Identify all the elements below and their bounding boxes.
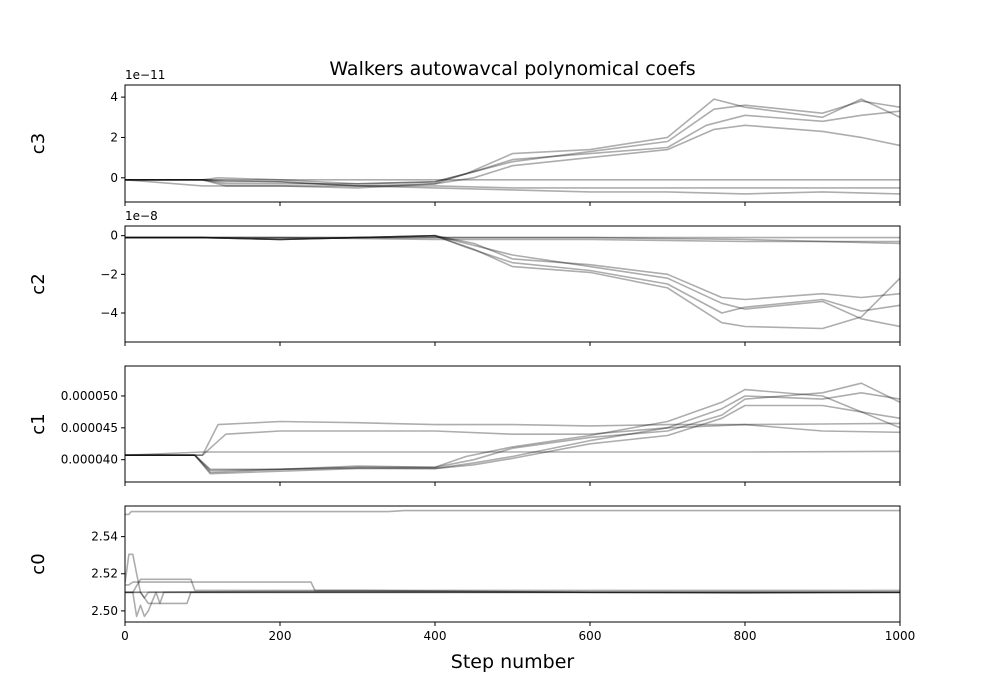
walker-lines-c0 bbox=[125, 509, 900, 618]
y-offset-text-c2: 1e−8 bbox=[125, 209, 158, 223]
walker-c0-7 bbox=[125, 590, 900, 595]
walker-c0-5 bbox=[125, 591, 900, 618]
y-tick-label-c2: −2 bbox=[100, 267, 118, 281]
y-tick-label-c1: 0.000050 bbox=[61, 389, 118, 403]
y-axis-label-c3: c3 bbox=[28, 133, 49, 154]
walker-c1-3 bbox=[125, 391, 900, 472]
walker-lines-c1 bbox=[125, 382, 900, 475]
walker-c2-7 bbox=[125, 236, 900, 245]
walker-c3-1 bbox=[125, 100, 900, 185]
axes-frame-c1 bbox=[124, 365, 901, 483]
x-tick-label: 200 bbox=[269, 629, 292, 643]
y-tick-label-c1: 0.000045 bbox=[61, 421, 118, 435]
walker-c1-4 bbox=[125, 404, 900, 475]
y-tick-label-c0: 2.50 bbox=[91, 604, 118, 618]
walker-c2-1 bbox=[125, 234, 900, 328]
walker-c2-2 bbox=[125, 234, 900, 314]
x-axis-label: Step number bbox=[451, 651, 575, 673]
y-axis-label-c1: c1 bbox=[28, 413, 49, 434]
x-tick-label: 800 bbox=[734, 629, 757, 643]
y-tick-label-c0: 2.54 bbox=[91, 530, 118, 544]
y-tick-label-c0: 2.52 bbox=[91, 567, 118, 581]
walker-c0-1 bbox=[125, 509, 900, 516]
walker-c1-6 bbox=[125, 423, 900, 457]
walker-lines-c3 bbox=[125, 98, 900, 195]
y-tick-label-c1: 0.000040 bbox=[61, 453, 118, 467]
walker-c1-2 bbox=[125, 382, 900, 474]
walker-c2-3 bbox=[125, 234, 900, 301]
x-tick-label: 0 bbox=[121, 629, 129, 643]
panel-c3: 0 2 4 1e−11 c3 bbox=[28, 68, 901, 206]
axes-frame-c0 bbox=[124, 505, 901, 623]
x-tick-label: 400 bbox=[424, 629, 447, 643]
walker-c3-4 bbox=[125, 124, 900, 189]
panels: 0241e−11c3−4−201e−8c20.0000400.0000450.0… bbox=[28, 68, 915, 643]
walker-c0-3 bbox=[125, 578, 900, 594]
axes-frame-c3 bbox=[124, 84, 901, 203]
y-axis-label-c0: c0 bbox=[28, 553, 49, 574]
panel-c1: 0.000040 0.000045 0.000050 c1 bbox=[28, 365, 901, 486]
walker-c1-5 bbox=[125, 420, 900, 457]
y-offset-text-c3: 1e−11 bbox=[125, 68, 165, 82]
panel-c0: 0 200 400 600 800 1000 2.50 2.52 2.54 c0 bbox=[28, 505, 916, 643]
walker-c2-4 bbox=[125, 234, 900, 330]
walker-c0-6 bbox=[125, 591, 900, 605]
axes-frame-c2 bbox=[124, 225, 901, 343]
walker-c0-4 bbox=[125, 553, 900, 599]
x-tick-label: 600 bbox=[579, 629, 602, 643]
walker-c1-1 bbox=[125, 388, 900, 471]
y-tick-label-c3: 2 bbox=[110, 130, 118, 144]
x-tick-label: 1000 bbox=[885, 629, 916, 643]
y-tick-label-c3: 4 bbox=[110, 90, 118, 104]
walker-c0-2 bbox=[125, 581, 900, 592]
walker-c1-7 bbox=[125, 450, 900, 456]
walker-lines-c2 bbox=[125, 234, 900, 330]
y-axis-label-c2: c2 bbox=[28, 273, 49, 294]
walker-c2-6 bbox=[125, 236, 900, 243]
y-tick-label-c3: 0 bbox=[110, 171, 118, 185]
chart-title: Walkers autowavcal polynomical coefs bbox=[329, 58, 695, 80]
panel-c2: −4 −2 0 1e−8 c2 bbox=[28, 209, 901, 346]
walker-c3-6 bbox=[125, 179, 900, 189]
walker-c3-7 bbox=[125, 179, 900, 195]
walker-c3-2 bbox=[125, 98, 900, 187]
walker-c3-3 bbox=[125, 110, 900, 185]
y-tick-label-c2: −4 bbox=[100, 306, 118, 320]
y-tick-label-c2: 0 bbox=[110, 229, 118, 243]
